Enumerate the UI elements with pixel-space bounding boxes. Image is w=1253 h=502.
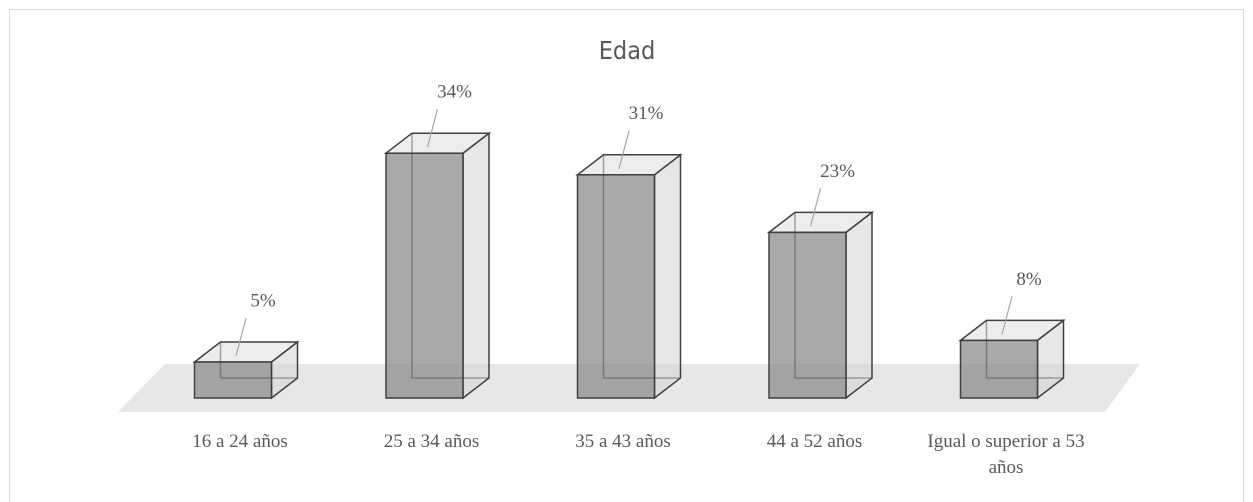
bar-side bbox=[653, 153, 682, 400]
data-label: 34% bbox=[437, 82, 472, 103]
data-label: 8% bbox=[1016, 269, 1042, 290]
leader-line bbox=[1001, 296, 1013, 335]
leader-line bbox=[809, 188, 822, 227]
data-label: 5% bbox=[250, 290, 276, 311]
data-label: 23% bbox=[820, 161, 855, 182]
data-label: 31% bbox=[629, 103, 664, 124]
bar bbox=[959, 339, 1039, 399]
leader-line bbox=[426, 109, 439, 148]
bar-side bbox=[462, 131, 490, 400]
bar bbox=[193, 361, 273, 399]
x-tick-label: 44 a 52 años bbox=[766, 431, 863, 452]
chart-title: Edad bbox=[599, 36, 656, 65]
x-tick-label: 25 a 34 años bbox=[383, 431, 480, 452]
leader-line bbox=[618, 130, 630, 169]
x-tick-label: 35 a 43 años bbox=[575, 431, 671, 452]
bar bbox=[576, 174, 656, 399]
x-tick-label: Igual o superior a 53 años bbox=[927, 431, 1085, 478]
x-tick-label: 16 a 24 años bbox=[192, 431, 288, 452]
bar bbox=[385, 152, 464, 399]
bar bbox=[768, 231, 847, 399]
bar-side bbox=[845, 210, 873, 400]
leader-line bbox=[235, 317, 247, 357]
